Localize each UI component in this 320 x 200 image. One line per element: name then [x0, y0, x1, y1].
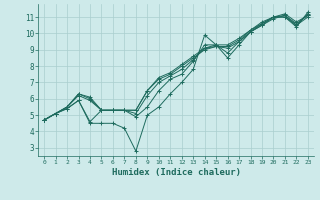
X-axis label: Humidex (Indice chaleur): Humidex (Indice chaleur) — [111, 168, 241, 177]
